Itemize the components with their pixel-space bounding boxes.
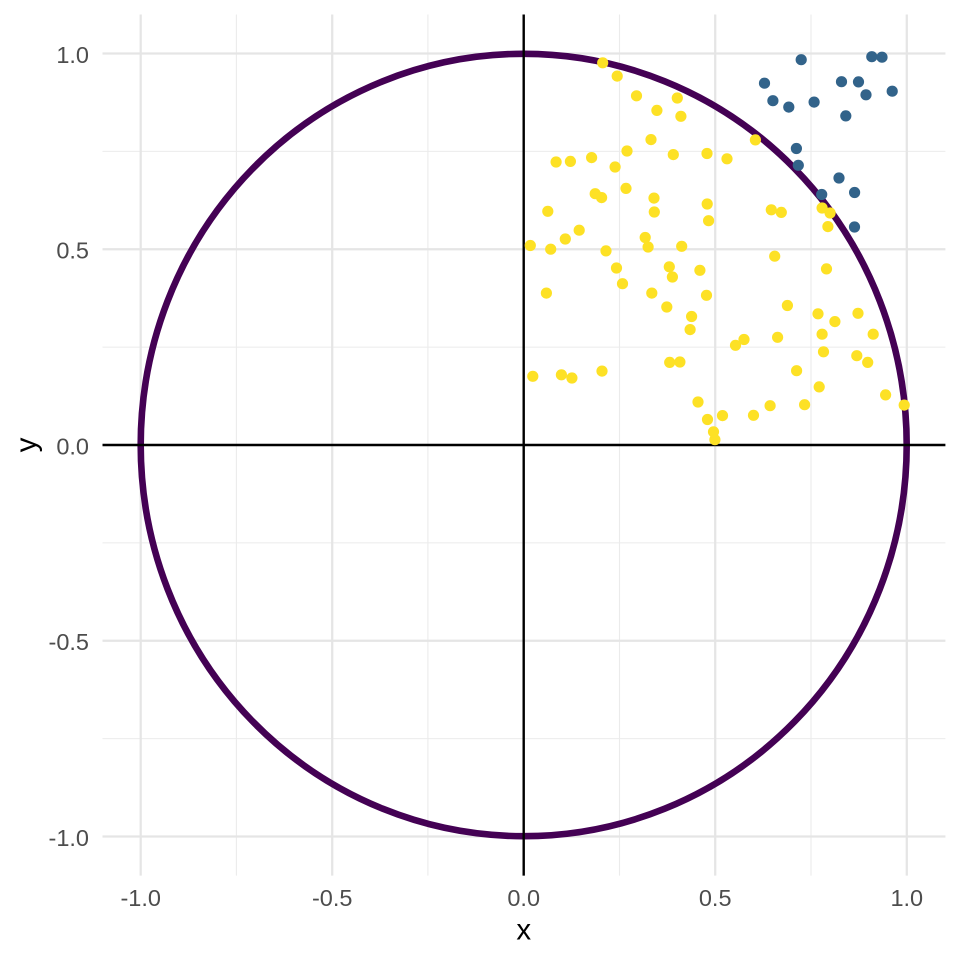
svg-text:-1.0: -1.0 <box>49 825 90 851</box>
svg-text:0.5: 0.5 <box>699 885 732 911</box>
svg-text:1.0: 1.0 <box>56 42 89 68</box>
svg-text:y: y <box>10 437 43 452</box>
svg-text:1.0: 1.0 <box>890 885 923 911</box>
svg-text:0.0: 0.0 <box>56 433 89 459</box>
svg-text:-1.0: -1.0 <box>120 885 161 911</box>
svg-text:0.0: 0.0 <box>507 885 540 911</box>
svg-text:-0.5: -0.5 <box>312 885 353 911</box>
svg-text:0.5: 0.5 <box>56 238 89 264</box>
svg-text:-0.5: -0.5 <box>49 629 90 655</box>
svg-text:x: x <box>516 914 531 947</box>
